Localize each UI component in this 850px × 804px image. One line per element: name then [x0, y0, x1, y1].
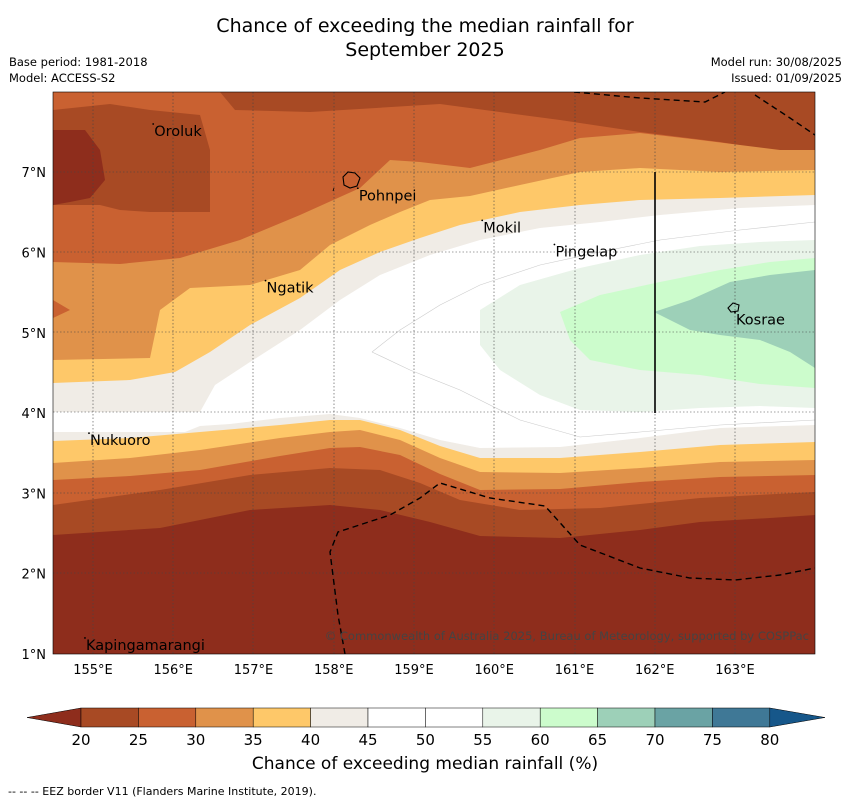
place-label: Kosrae [736, 313, 785, 329]
lat-tick-label: 7°N [22, 166, 47, 181]
lon-tick-label: 157°E [234, 663, 274, 678]
colorbar-label: Chance of exceeding median rainfall (%) [251, 754, 599, 774]
lon-tick-label: 160°E [474, 663, 514, 678]
eez-footer-note: -- -- -- EEZ border V11 (Flanders Marine… [8, 785, 317, 798]
eez-border-south [329, 482, 815, 654]
lon-tick-label: 158°E [314, 663, 354, 678]
colorbar-tick-label: 25 [129, 731, 148, 749]
place-marker [264, 279, 267, 282]
lat-tick-label: 1°N [22, 648, 47, 663]
colorbar-swatch [597, 707, 656, 728]
lat-tick-label: 2°N [22, 568, 47, 583]
place-label: Pingelap [555, 244, 617, 260]
colorbar-swatch [654, 707, 713, 728]
meta-right: Model run: 30/08/2025 Issued: 01/09/2025 [711, 54, 842, 86]
eez-border-north [573, 92, 815, 136]
colorbar-swatch [482, 707, 541, 728]
place-marker [481, 219, 484, 222]
colorbar-tick-label: 55 [473, 731, 492, 749]
colorbar-tick-label: 50 [416, 731, 435, 749]
place-label: Kapingamarangi [86, 638, 205, 654]
colorbar-swatch [310, 707, 369, 728]
place-marker [356, 187, 359, 190]
pohnpei-island [342, 171, 361, 189]
issued-date: Issued: 01/09/2025 [731, 71, 842, 85]
lat-tick-label: 4°N [22, 407, 47, 422]
colorbar-tick-label: 30 [186, 731, 205, 749]
colorbar-tick-label: 70 [645, 731, 664, 749]
lon-tick-label: 159°E [394, 663, 434, 678]
latitude-ticks: 1°N 2°N 3°N 4°N 5°N 6°N 7°N [22, 166, 47, 663]
contour-line-50b [371, 351, 815, 438]
place-label: Oroluk [154, 124, 202, 140]
place-marker [88, 432, 90, 435]
colorbar-over-arrow [769, 707, 826, 728]
place-label: Pohnpei [359, 188, 417, 204]
colorbar-swatch [138, 707, 197, 728]
colorbar-tick-label: 80 [760, 731, 779, 749]
patch-25-30-west [53, 300, 70, 318]
place-label: Ngatik [267, 281, 315, 297]
place-label: Nukuoro [90, 433, 151, 449]
kosrae-island [727, 302, 740, 313]
place-marker [553, 243, 556, 246]
place-label: Mokil [483, 220, 521, 236]
pohnpei-reef [332, 187, 335, 192]
blob-below-20-west [53, 130, 105, 205]
colorbar-swatch [195, 707, 254, 728]
colorbar-swatch [367, 707, 426, 728]
place-labels: Oroluk Pohnpei Mokil Pingelap Ngatik Kosrae Nu… [84, 123, 785, 654]
place-marker [84, 637, 86, 639]
colorbar-tick-label: 40 [301, 731, 320, 749]
lat-tick-label: 3°N [22, 487, 47, 502]
lon-tick-label: 163°E [715, 663, 755, 678]
colorbar-swatch [252, 707, 311, 728]
contour-field [53, 92, 815, 654]
longitude-ticks: 155°E 156°E 157°E 158°E 159°E 160°E 161°E 162°E… [73, 663, 755, 678]
meta-left: Base period: 1981-2018 Model: ACCESS-S2 [9, 54, 148, 86]
lon-tick-label: 155°E [73, 663, 113, 678]
model-name: Model: ACCESS-S2 [9, 71, 116, 85]
lat-tick-label: 6°N [22, 247, 47, 262]
contour-line-50 [371, 221, 815, 353]
colorbar-tick-label: 65 [588, 731, 607, 749]
colorbar-swatch [539, 707, 598, 728]
place-marker [152, 123, 155, 125]
colorbar-tick-label: 60 [531, 731, 550, 749]
colorbar: 20 25 30 35 40 45 50 55 60 65 70 75 80 [26, 707, 826, 749]
colorbar-swatch [712, 707, 771, 728]
colorbar-tick-label: 35 [244, 731, 263, 749]
colorbar-swatch [80, 707, 139, 728]
copyright-text: © Commonwealth of Australia 2025, Bureau… [325, 629, 809, 643]
title-line-1: Chance of exceeding the median rainfall … [216, 15, 634, 37]
lon-tick-label: 161°E [555, 663, 595, 678]
model-run: Model run: 30/08/2025 [710, 55, 842, 69]
place-marker [734, 311, 736, 314]
colorbar-swatch [425, 707, 484, 728]
title-line-2: September 2025 [345, 39, 505, 61]
base-period: Base period: 1981-2018 [9, 55, 148, 69]
colorbar-under-arrow [26, 707, 82, 728]
band-65-70 [654, 270, 815, 368]
lat-tick-label: 5°N [22, 327, 47, 342]
lon-tick-label: 156°E [153, 663, 193, 678]
colorbar-tick-label: 75 [703, 731, 722, 749]
plot-frame [52, 91, 816, 655]
colorbar-tick-label: 20 [71, 731, 90, 749]
map-title: Chance of exceeding the median rainfall … [0, 14, 850, 62]
lon-tick-label: 162°E [635, 663, 675, 678]
colorbar-tick-label: 45 [358, 731, 377, 749]
